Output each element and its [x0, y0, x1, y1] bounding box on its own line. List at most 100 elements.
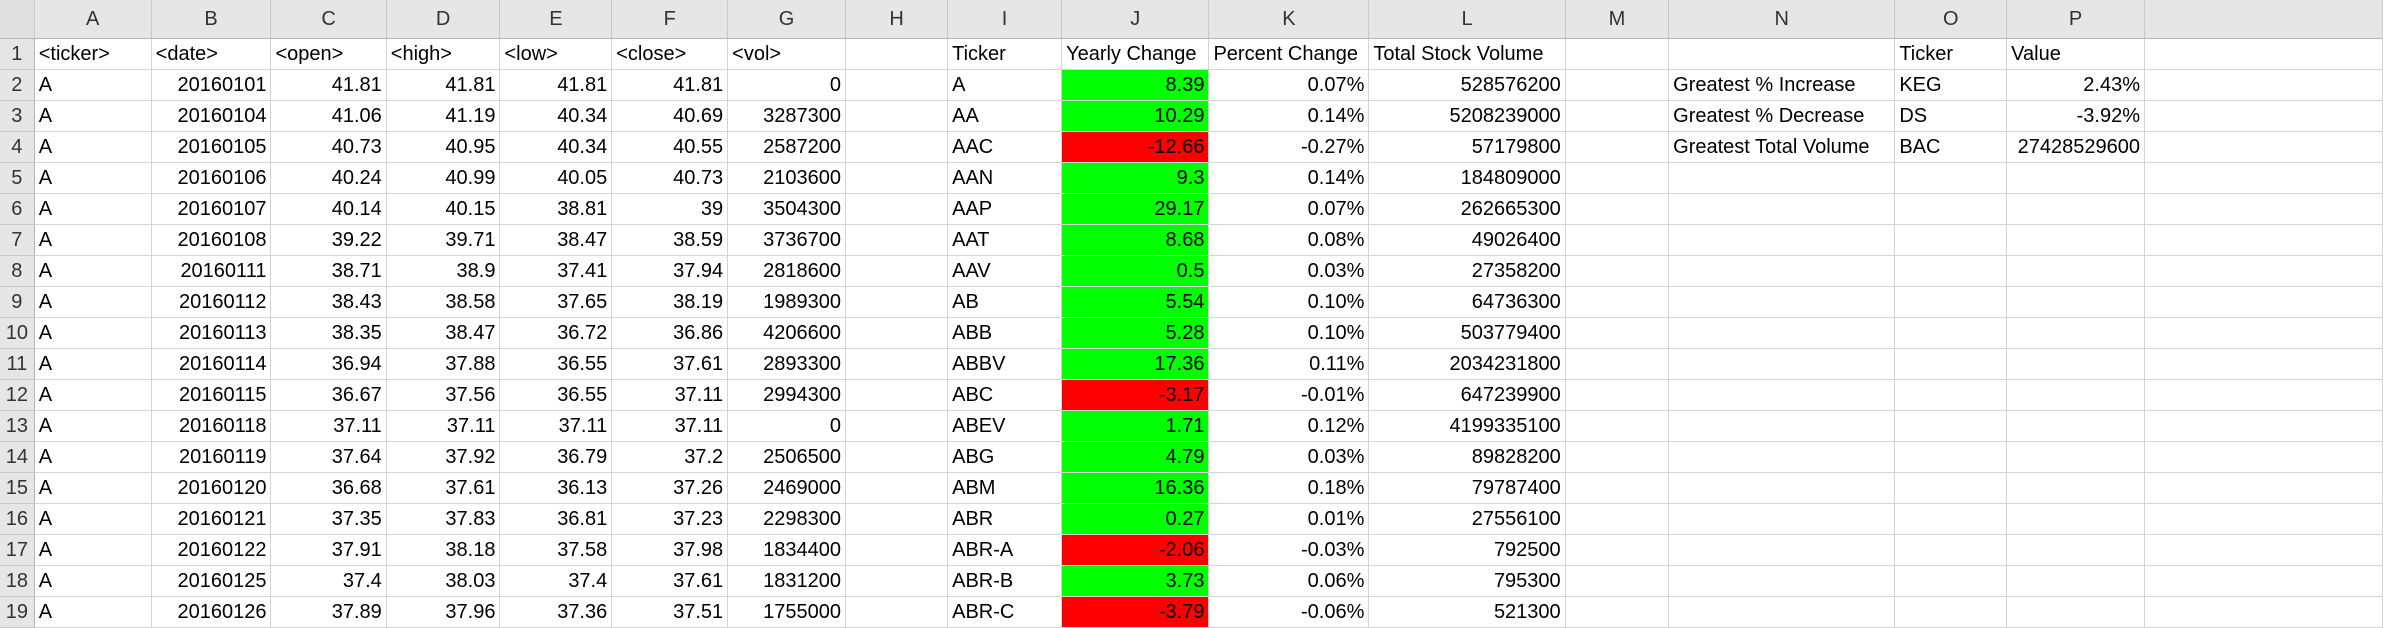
cell-l19[interactable]: 521300	[1368, 596, 1566, 628]
cell-c7[interactable]: 39.22	[270, 224, 387, 256]
cell-g5[interactable]: 2103600	[727, 162, 846, 194]
cell-c11[interactable]: 36.94	[270, 348, 387, 380]
cell-i9[interactable]: AB	[947, 286, 1063, 318]
cell-e16[interactable]: 36.81	[499, 503, 613, 535]
cell-l12[interactable]: 647239900	[1368, 379, 1566, 411]
cell-k17[interactable]: -0.03%	[1208, 534, 1370, 566]
cell-d8[interactable]: 38.9	[386, 255, 501, 287]
cell-o17[interactable]	[1894, 534, 2008, 566]
cell-p18[interactable]	[2006, 565, 2146, 597]
cell-j6[interactable]: 29.17	[1061, 193, 1210, 225]
cell-extra14[interactable]	[2144, 441, 2383, 473]
cell-f8[interactable]: 37.94	[611, 255, 729, 287]
cell-o3[interactable]: DS	[1894, 100, 2008, 132]
cell-h18[interactable]	[845, 565, 949, 597]
cell-h10[interactable]	[845, 317, 949, 349]
cell-f2[interactable]: 41.81	[611, 69, 729, 101]
cell-i2[interactable]: A	[947, 69, 1063, 101]
cell-m1[interactable]	[1565, 38, 1670, 70]
cell-extra17[interactable]	[2144, 534, 2383, 566]
cell-f14[interactable]: 37.2	[611, 441, 729, 473]
cell-n17[interactable]	[1668, 534, 1896, 566]
cell-j15[interactable]: 16.36	[1061, 472, 1210, 504]
cell-h15[interactable]	[845, 472, 949, 504]
cell-k12[interactable]: -0.01%	[1208, 379, 1370, 411]
column-header-f[interactable]: F	[611, 0, 729, 39]
cell-i17[interactable]: ABR-A	[947, 534, 1063, 566]
cell-m15[interactable]	[1565, 472, 1670, 504]
cell-b3[interactable]: 20160104	[151, 100, 272, 132]
cell-b13[interactable]: 20160118	[151, 410, 272, 442]
cell-b15[interactable]: 20160120	[151, 472, 272, 504]
cell-l1[interactable]: Total Stock Volume	[1368, 38, 1566, 70]
cell-c10[interactable]: 38.35	[270, 317, 387, 349]
cell-h6[interactable]	[845, 193, 949, 225]
cell-f17[interactable]: 37.98	[611, 534, 729, 566]
cell-b7[interactable]: 20160108	[151, 224, 272, 256]
cell-m5[interactable]	[1565, 162, 1670, 194]
cell-e4[interactable]: 40.34	[499, 131, 613, 163]
cell-m7[interactable]	[1565, 224, 1670, 256]
cell-d15[interactable]: 37.61	[386, 472, 501, 504]
cell-l7[interactable]: 49026400	[1368, 224, 1566, 256]
cell-o2[interactable]: KEG	[1894, 69, 2008, 101]
row-header[interactable]: 14	[0, 441, 35, 473]
cell-i10[interactable]: ABB	[947, 317, 1063, 349]
cell-a11[interactable]: A	[34, 348, 152, 380]
cell-n6[interactable]	[1668, 193, 1896, 225]
cell-h3[interactable]	[845, 100, 949, 132]
cell-c5[interactable]: 40.24	[270, 162, 387, 194]
cell-extra8[interactable]	[2144, 255, 2383, 287]
row-header[interactable]: 3	[0, 100, 35, 132]
cell-j17[interactable]: -2.06	[1061, 534, 1210, 566]
cell-l16[interactable]: 27556100	[1368, 503, 1566, 535]
row-header[interactable]: 8	[0, 255, 35, 287]
cell-k8[interactable]: 0.03%	[1208, 255, 1370, 287]
cell-l2[interactable]: 528576200	[1368, 69, 1566, 101]
cell-d6[interactable]: 40.15	[386, 193, 501, 225]
column-header-d[interactable]: D	[386, 0, 501, 39]
cell-extra4[interactable]	[2144, 131, 2383, 163]
cell-c17[interactable]: 37.91	[270, 534, 387, 566]
cell-b12[interactable]: 20160115	[151, 379, 272, 411]
cell-k14[interactable]: 0.03%	[1208, 441, 1370, 473]
cell-a1[interactable]: <ticker>	[34, 38, 152, 70]
cell-m9[interactable]	[1565, 286, 1670, 318]
cell-m17[interactable]	[1565, 534, 1670, 566]
cell-k18[interactable]: 0.06%	[1208, 565, 1370, 597]
cell-a7[interactable]: A	[34, 224, 152, 256]
cell-extra9[interactable]	[2144, 286, 2383, 318]
cell-n8[interactable]	[1668, 255, 1896, 287]
cell-e8[interactable]: 37.41	[499, 255, 613, 287]
column-header-h[interactable]: H	[845, 0, 949, 39]
cell-g7[interactable]: 3736700	[727, 224, 846, 256]
cell-m2[interactable]	[1565, 69, 1670, 101]
cell-d19[interactable]: 37.96	[386, 596, 501, 628]
row-header[interactable]: 4	[0, 131, 35, 163]
cell-d12[interactable]: 37.56	[386, 379, 501, 411]
row-header[interactable]: 7	[0, 224, 35, 256]
cell-o6[interactable]	[1894, 193, 2008, 225]
cell-o19[interactable]	[1894, 596, 2008, 628]
cell-a9[interactable]: A	[34, 286, 152, 318]
cell-g15[interactable]: 2469000	[727, 472, 846, 504]
cell-a19[interactable]: A	[34, 596, 152, 628]
cell-n5[interactable]	[1668, 162, 1896, 194]
cell-n2[interactable]: Greatest % Increase	[1668, 69, 1896, 101]
row-header[interactable]: 16	[0, 503, 35, 535]
cell-extra10[interactable]	[2144, 317, 2383, 349]
cell-f12[interactable]: 37.11	[611, 379, 729, 411]
row-header[interactable]: 18	[0, 565, 35, 597]
cell-extra11[interactable]	[2144, 348, 2383, 380]
cell-k5[interactable]: 0.14%	[1208, 162, 1370, 194]
cell-g19[interactable]: 1755000	[727, 596, 846, 628]
cell-l9[interactable]: 64736300	[1368, 286, 1566, 318]
cell-c16[interactable]: 37.35	[270, 503, 387, 535]
cell-h4[interactable]	[845, 131, 949, 163]
cell-f11[interactable]: 37.61	[611, 348, 729, 380]
cell-n9[interactable]	[1668, 286, 1896, 318]
cell-j19[interactable]: -3.79	[1061, 596, 1210, 628]
cell-h7[interactable]	[845, 224, 949, 256]
cell-p7[interactable]	[2006, 224, 2146, 256]
cell-n19[interactable]	[1668, 596, 1896, 628]
